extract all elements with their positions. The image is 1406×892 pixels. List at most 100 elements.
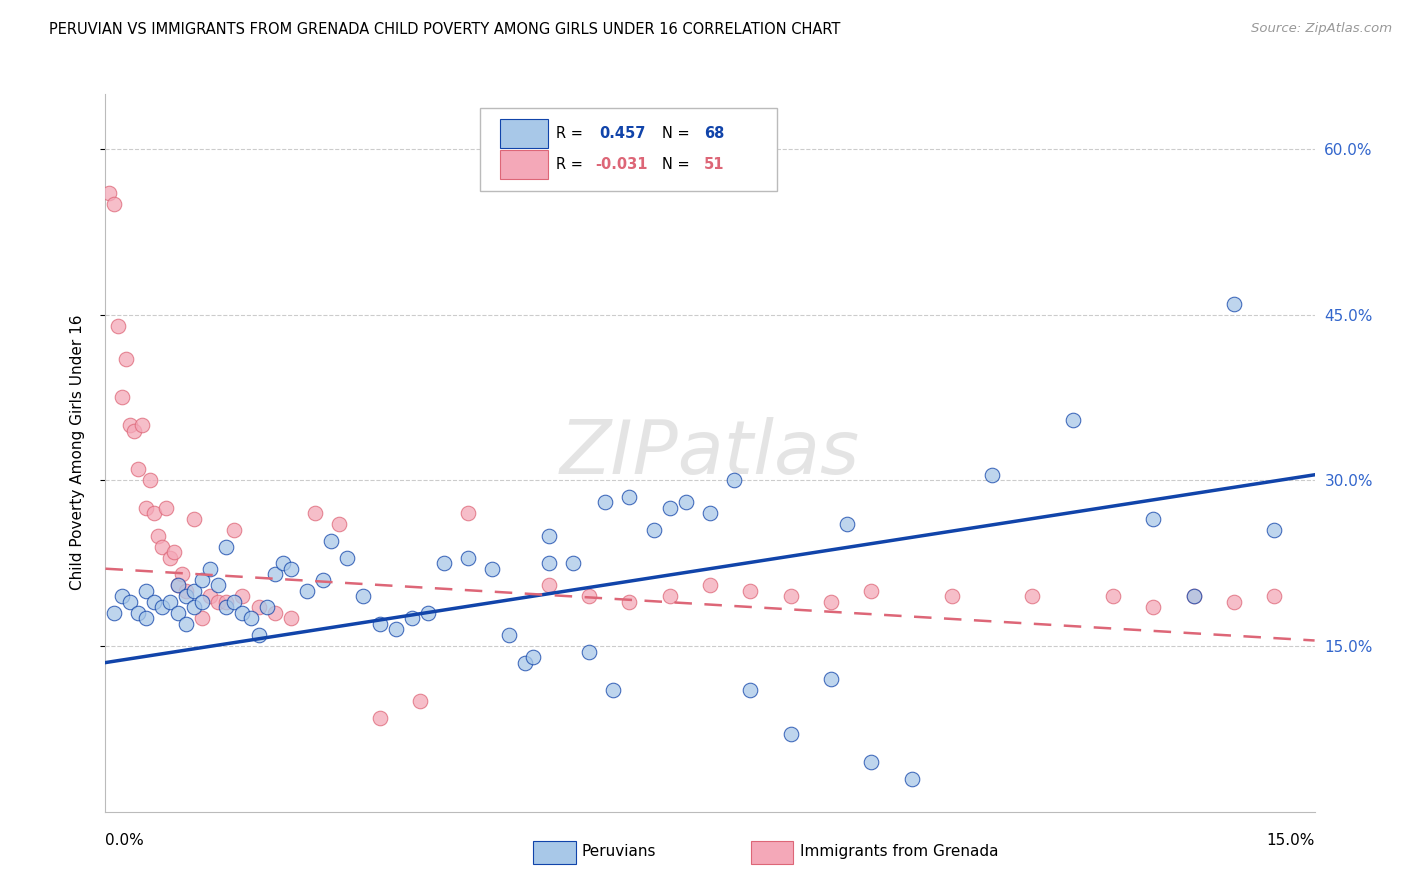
- Point: [200, 590, 222, 604]
- Point: [675, 495, 697, 509]
- Point: [280, 562, 302, 576]
- Point: [1062, 412, 1084, 426]
- Point: [643, 523, 665, 537]
- Point: [207, 595, 229, 609]
- Point: [981, 467, 1004, 482]
- Point: [1021, 590, 1043, 604]
- Point: [215, 600, 238, 615]
- Point: [135, 500, 157, 515]
- FancyBboxPatch shape: [481, 108, 776, 191]
- Point: [139, 473, 162, 487]
- Point: [215, 595, 238, 609]
- Point: [562, 556, 585, 570]
- Point: [271, 556, 294, 570]
- Point: [820, 672, 842, 686]
- Point: [183, 512, 205, 526]
- Point: [224, 523, 246, 537]
- Point: [481, 562, 503, 576]
- Text: ZIPatlas: ZIPatlas: [560, 417, 860, 489]
- Text: 51: 51: [704, 157, 724, 172]
- Point: [658, 500, 681, 515]
- Point: [263, 606, 285, 620]
- Point: [263, 567, 285, 582]
- Text: 68: 68: [704, 126, 724, 141]
- Point: [1182, 590, 1205, 604]
- Point: [159, 550, 181, 565]
- Point: [127, 606, 149, 620]
- Point: [167, 578, 190, 592]
- Point: [146, 528, 169, 542]
- Point: [457, 507, 479, 521]
- Point: [699, 578, 721, 592]
- Point: [457, 550, 479, 565]
- Point: [522, 650, 544, 665]
- Point: [941, 590, 963, 604]
- Point: [167, 578, 190, 592]
- Point: [368, 616, 391, 631]
- Text: Source: ZipAtlas.com: Source: ZipAtlas.com: [1251, 22, 1392, 36]
- Point: [352, 590, 374, 604]
- Point: [578, 644, 600, 658]
- Point: [619, 490, 641, 504]
- Point: [513, 656, 536, 670]
- Point: [118, 595, 141, 609]
- Point: [740, 683, 762, 698]
- Point: [155, 500, 177, 515]
- FancyBboxPatch shape: [533, 841, 576, 864]
- Point: [619, 595, 641, 609]
- FancyBboxPatch shape: [499, 151, 548, 179]
- Point: [1263, 523, 1285, 537]
- Point: [231, 606, 253, 620]
- Point: [110, 590, 132, 604]
- Point: [1182, 590, 1205, 604]
- Point: [820, 595, 842, 609]
- Point: [159, 595, 181, 609]
- Point: [183, 583, 205, 598]
- Point: [779, 727, 801, 741]
- Point: [118, 418, 141, 433]
- Point: [1102, 590, 1125, 604]
- Point: [174, 590, 197, 604]
- Y-axis label: Child Poverty Among Girls Under 16: Child Poverty Among Girls Under 16: [70, 315, 84, 591]
- Point: [150, 540, 173, 554]
- Point: [239, 611, 262, 625]
- Point: [723, 473, 745, 487]
- Point: [433, 556, 456, 570]
- Text: Immigrants from Grenada: Immigrants from Grenada: [800, 845, 998, 859]
- Point: [224, 595, 246, 609]
- Point: [183, 600, 205, 615]
- Point: [207, 578, 229, 592]
- Point: [602, 683, 624, 698]
- Point: [321, 534, 343, 549]
- Point: [416, 606, 439, 620]
- Point: [142, 507, 165, 521]
- Point: [191, 595, 214, 609]
- Point: [1142, 600, 1164, 615]
- Point: [328, 517, 350, 532]
- Text: PERUVIAN VS IMMIGRANTS FROM GRENADA CHILD POVERTY AMONG GIRLS UNDER 16 CORRELATI: PERUVIAN VS IMMIGRANTS FROM GRENADA CHIL…: [49, 22, 841, 37]
- Point: [256, 600, 278, 615]
- Text: N =: N =: [662, 157, 695, 172]
- Point: [537, 578, 560, 592]
- Point: [1263, 590, 1285, 604]
- Point: [401, 611, 423, 625]
- Point: [174, 616, 197, 631]
- Point: [537, 528, 560, 542]
- Point: [163, 545, 186, 559]
- Point: [593, 495, 616, 509]
- Point: [110, 391, 132, 405]
- Point: [1142, 512, 1164, 526]
- Point: [779, 590, 801, 604]
- Point: [131, 418, 153, 433]
- Point: [215, 540, 238, 554]
- Point: [135, 611, 157, 625]
- Point: [658, 590, 681, 604]
- Point: [384, 623, 406, 637]
- Point: [498, 628, 520, 642]
- Text: N =: N =: [662, 126, 695, 141]
- Point: [368, 711, 391, 725]
- Point: [127, 462, 149, 476]
- Point: [835, 517, 858, 532]
- Point: [280, 611, 302, 625]
- FancyBboxPatch shape: [499, 119, 548, 147]
